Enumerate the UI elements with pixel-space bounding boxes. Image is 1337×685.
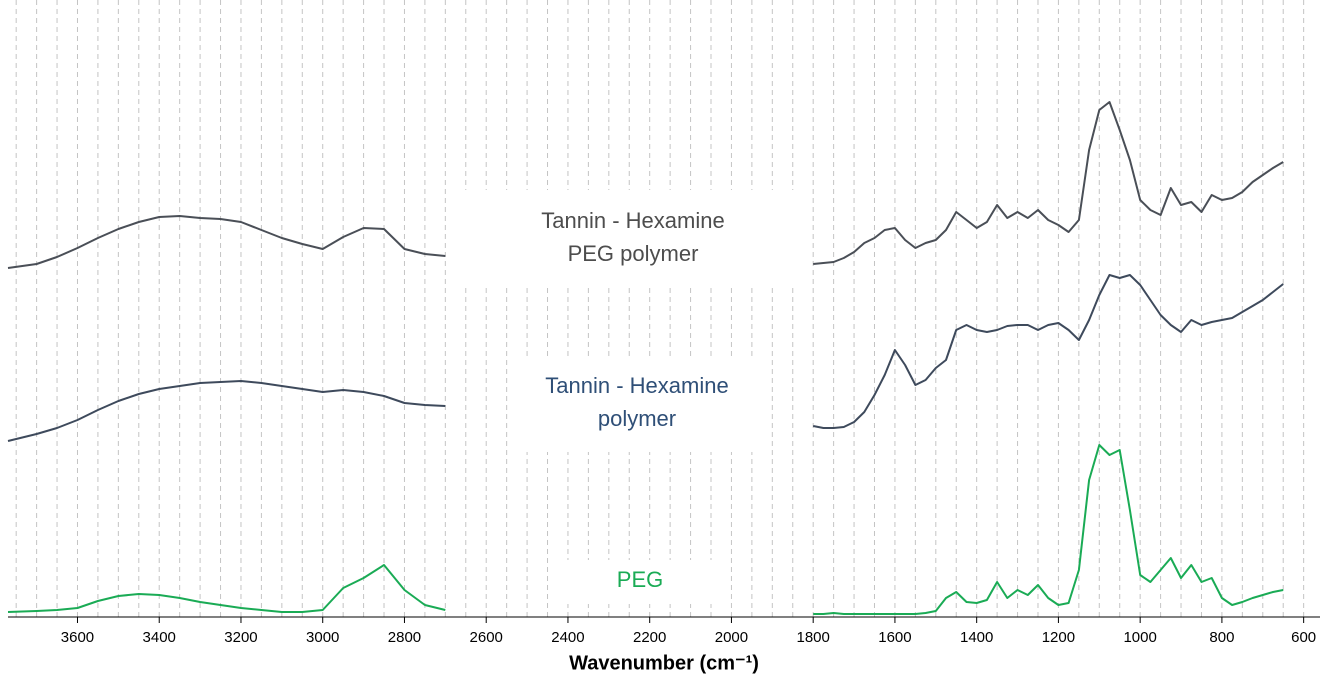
x-tick-label: 3200 xyxy=(224,629,257,646)
x-tick-label: 800 xyxy=(1209,629,1234,646)
x-tick-label: 2400 xyxy=(551,629,584,646)
spectrum-line xyxy=(7,101,1284,269)
x-axis-label: Wavenumber (cm⁻¹) xyxy=(569,652,759,674)
annotation-text: polymer xyxy=(598,406,676,431)
x-tick-label: 2200 xyxy=(633,629,666,646)
spectrum-line xyxy=(7,274,1284,442)
annotation-text: PEG xyxy=(617,567,663,592)
x-tick-label: 3400 xyxy=(143,629,176,646)
x-tick-label: 2800 xyxy=(388,629,421,646)
annotation-text: Tannin - Hexamine xyxy=(545,373,728,398)
x-tick-label: 600 xyxy=(1291,629,1316,646)
x-tick-label: 1000 xyxy=(1123,629,1156,646)
annotation-box xyxy=(565,560,715,604)
x-tick-label: 2600 xyxy=(470,629,503,646)
x-tick-label: 3000 xyxy=(306,629,339,646)
x-tick-label: 1800 xyxy=(796,629,829,646)
x-tick-label: 1600 xyxy=(878,629,911,646)
x-tick-label: 1400 xyxy=(960,629,993,646)
spectrum-line xyxy=(7,444,1284,615)
annotation-text: PEG polymer xyxy=(568,241,699,266)
x-tick-label: 1200 xyxy=(1042,629,1075,646)
x-tick-label: 2000 xyxy=(715,629,748,646)
annotation-text: Tannin - Hexamine xyxy=(541,208,724,233)
annotation-box xyxy=(462,190,800,286)
annotation-box xyxy=(512,356,764,452)
x-tick-label: 3600 xyxy=(61,629,94,646)
